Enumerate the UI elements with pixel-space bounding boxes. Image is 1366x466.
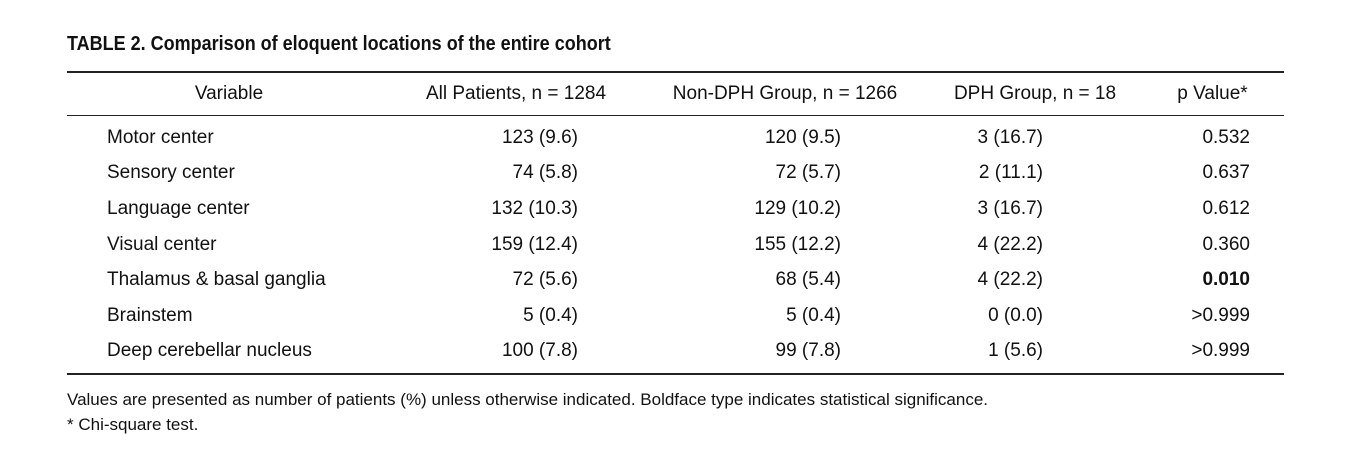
cell-all-patients: 159 (12.4)	[491, 233, 578, 255]
cell-non-dph-group: 68 (5.4)	[775, 269, 841, 291]
table-row: Sensory center 74 (5.8) 72 (5.7) 2 (11.1) 0.…	[67, 156, 1284, 192]
cell-variable: Motor center	[107, 126, 214, 148]
cell-dph-group: 0 (0.0)	[988, 304, 1043, 326]
footnote-values-note: Values are presented as number of patien…	[67, 390, 989, 409]
cell-dph-group: 3 (16.7)	[977, 197, 1043, 219]
table-header-row: Variable All Patients, n = 1284 Non-DPH …	[67, 72, 1284, 116]
cell-all-patients: 100 (7.8)	[501, 340, 578, 362]
cell-variable: Thalamus & basal ganglia	[107, 269, 326, 291]
data-table-container: Variable All Patients, n = 1284 Non-DPH …	[67, 71, 1284, 375]
cell-p-value: 0.637	[1202, 162, 1250, 184]
cell-all-patients: 74 (5.8)	[512, 162, 578, 184]
column-header-dph-group: DPH Group, n = 18	[953, 83, 1117, 104]
cell-dph-group: 2 (11.1)	[978, 162, 1043, 184]
column-header-p-value: p Value*	[1177, 83, 1248, 104]
cell-dph-group: 3 (16.7)	[977, 126, 1043, 148]
cell-non-dph-group: 155 (12.2)	[754, 233, 841, 255]
cell-dph-group: 1 (5.6)	[988, 340, 1043, 362]
cell-non-dph-group: 5 (0.4)	[786, 304, 841, 326]
column-header-non-dph-group: Non-DPH Group, n = 1266	[672, 83, 898, 104]
cell-non-dph-group: 129 (10.2)	[754, 197, 841, 219]
cell-non-dph-group: 120 (9.5)	[764, 126, 841, 148]
cell-all-patients: 72 (5.6)	[512, 269, 578, 291]
column-header-variable: Variable	[194, 83, 264, 104]
cell-p-value: >0.999	[1191, 304, 1250, 326]
table-row: Motor center 123 (9.6) 120 (9.5) 3 (16.7) 0.…	[67, 116, 1284, 156]
cell-dph-group: 4 (22.2)	[977, 233, 1043, 255]
cell-all-patients: 5 (0.4)	[523, 304, 578, 326]
column-header-all-patients: All Patients, n = 1284	[425, 83, 607, 104]
table-row: Language center 132 (10.3) 129 (10.2) 3 (16…	[67, 191, 1284, 227]
table-row: Brainstem 5 (0.4) 5 (0.4) 0 (0.0) >0.999	[67, 298, 1284, 334]
cell-all-patients: 123 (9.6)	[501, 126, 578, 148]
table-title: TABLE 2. Comparison of eloquent location…	[67, 33, 611, 55]
table-row: Visual center 159 (12.4) 155 (12.2) 4 (22.2…	[67, 227, 1284, 263]
cell-non-dph-group: 99 (7.8)	[775, 340, 841, 362]
cell-variable: Visual center	[107, 233, 217, 255]
cell-variable: Language center	[107, 197, 250, 219]
cell-variable: Brainstem	[107, 304, 193, 326]
footnote-chi-square: * Chi-square test.	[67, 415, 199, 434]
cell-variable: Sensory center	[107, 162, 235, 184]
cell-non-dph-group: 72 (5.7)	[775, 162, 841, 184]
table-body: Motor center 123 (9.6) 120 (9.5) 3 (16.7) 0.…	[67, 116, 1284, 375]
cell-p-value: >0.999	[1191, 340, 1250, 362]
cell-p-value: 0.612	[1202, 197, 1250, 219]
cell-dph-group: 4 (22.2)	[977, 269, 1043, 291]
cell-p-value: 0.360	[1202, 233, 1250, 255]
cell-p-value: 0.532	[1202, 126, 1250, 148]
comparison-table: Variable All Patients, n = 1284 Non-DPH …	[67, 71, 1284, 375]
cell-variable: Deep cerebellar nucleus	[107, 340, 312, 362]
table-row: Deep cerebellar nucleus 100 (7.8) 99 (7.8)…	[67, 334, 1284, 375]
cell-all-patients: 132 (10.3)	[491, 197, 578, 219]
table-row: Thalamus & basal ganglia 72 (5.6) 68 (5.4)…	[67, 262, 1284, 298]
cell-p-value: 0.010	[1202, 269, 1250, 291]
